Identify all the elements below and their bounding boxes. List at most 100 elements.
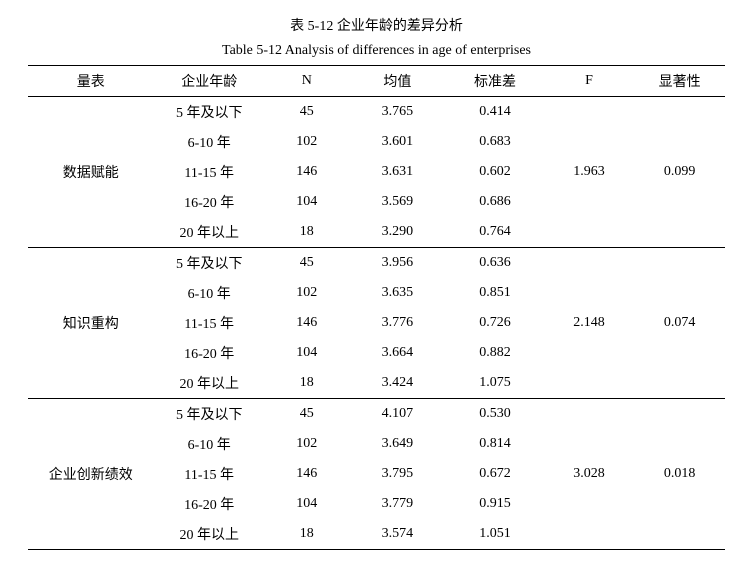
cell-empty (28, 217, 153, 248)
header-scale: 量表 (28, 65, 153, 96)
header-sig: 显著性 (634, 65, 725, 96)
cell-empty (634, 278, 725, 308)
cell-empty (634, 398, 725, 429)
header-f: F (544, 65, 635, 96)
table-row: 数据赋能11-15 年1463.6310.6021.9630.099 (28, 157, 725, 187)
cell-mean: 3.631 (349, 157, 447, 187)
cell-empty (634, 217, 725, 248)
cell-sd: 0.530 (446, 398, 544, 429)
cell-age: 6-10 年 (153, 429, 265, 459)
cell-scale: 企业创新绩效 (28, 459, 153, 489)
table-row: 6-10 年1023.6010.683 (28, 127, 725, 157)
cell-age: 5 年及以下 (153, 398, 265, 429)
table-row: 16-20 年1043.6640.882 (28, 338, 725, 368)
cell-n: 102 (265, 127, 349, 157)
cell-sd: 0.686 (446, 187, 544, 217)
table-row: 5 年及以下454.1070.530 (28, 398, 725, 429)
cell-n: 18 (265, 519, 349, 550)
cell-empty (634, 187, 725, 217)
cell-empty (634, 519, 725, 550)
cell-empty (634, 338, 725, 368)
cell-sd: 0.414 (446, 96, 544, 127)
cell-f: 2.148 (544, 308, 635, 338)
cell-n: 45 (265, 96, 349, 127)
table-row: 20 年以上183.2900.764 (28, 217, 725, 248)
cell-empty (544, 247, 635, 278)
cell-sd: 0.672 (446, 459, 544, 489)
cell-age: 20 年以上 (153, 368, 265, 399)
cell-age: 6-10 年 (153, 278, 265, 308)
header-mean: 均值 (349, 65, 447, 96)
cell-sd: 0.764 (446, 217, 544, 248)
table-row: 知识重构11-15 年1463.7760.7262.1480.074 (28, 308, 725, 338)
cell-sig: 0.074 (634, 308, 725, 338)
cell-n: 146 (265, 308, 349, 338)
cell-age: 6-10 年 (153, 127, 265, 157)
cell-scale: 知识重构 (28, 308, 153, 338)
cell-mean: 3.424 (349, 368, 447, 399)
cell-sd: 0.726 (446, 308, 544, 338)
cell-empty (28, 368, 153, 399)
cell-empty (544, 96, 635, 127)
cell-empty (544, 429, 635, 459)
table-row: 20 年以上183.4241.075 (28, 368, 725, 399)
table-row: 5 年及以下453.7650.414 (28, 96, 725, 127)
cell-empty (634, 429, 725, 459)
table-row: 20 年以上183.5741.051 (28, 519, 725, 550)
cell-empty (544, 489, 635, 519)
anova-table: 量表 企业年龄 N 均值 标准差 F 显著性 5 年及以下453.7650.41… (28, 65, 725, 550)
table-row: 16-20 年1043.5690.686 (28, 187, 725, 217)
cell-n: 102 (265, 429, 349, 459)
cell-sd: 0.915 (446, 489, 544, 519)
cell-mean: 3.956 (349, 247, 447, 278)
cell-empty (634, 247, 725, 278)
header-age: 企业年龄 (153, 65, 265, 96)
cell-n: 45 (265, 398, 349, 429)
cell-empty (634, 489, 725, 519)
cell-n: 102 (265, 278, 349, 308)
cell-sig: 0.018 (634, 459, 725, 489)
cell-mean: 3.635 (349, 278, 447, 308)
cell-n: 146 (265, 157, 349, 187)
cell-f: 3.028 (544, 459, 635, 489)
cell-sd: 0.636 (446, 247, 544, 278)
cell-empty (28, 519, 153, 550)
cell-empty (634, 127, 725, 157)
table-row: 6-10 年1023.6350.851 (28, 278, 725, 308)
table-row: 6-10 年1023.6490.814 (28, 429, 725, 459)
cell-empty (544, 398, 635, 429)
cell-empty (544, 127, 635, 157)
cell-mean: 3.601 (349, 127, 447, 157)
cell-empty (634, 368, 725, 399)
cell-age: 5 年及以下 (153, 96, 265, 127)
cell-empty (544, 519, 635, 550)
header-n: N (265, 65, 349, 96)
cell-mean: 3.649 (349, 429, 447, 459)
cell-n: 104 (265, 187, 349, 217)
cell-mean: 4.107 (349, 398, 447, 429)
cell-sig: 0.099 (634, 157, 725, 187)
cell-n: 104 (265, 338, 349, 368)
header-sd: 标准差 (446, 65, 544, 96)
cell-mean: 3.779 (349, 489, 447, 519)
cell-empty (544, 217, 635, 248)
cell-mean: 3.765 (349, 96, 447, 127)
cell-age: 20 年以上 (153, 519, 265, 550)
cell-f: 1.963 (544, 157, 635, 187)
cell-mean: 3.664 (349, 338, 447, 368)
cell-sd: 1.075 (446, 368, 544, 399)
cell-sd: 1.051 (446, 519, 544, 550)
cell-sd: 0.814 (446, 429, 544, 459)
cell-n: 45 (265, 247, 349, 278)
cell-empty (544, 338, 635, 368)
table-caption-cn: 表 5-12 企业年龄的差异分析 (28, 16, 725, 38)
cell-n: 104 (265, 489, 349, 519)
cell-sd: 0.602 (446, 157, 544, 187)
table-header-row: 量表 企业年龄 N 均值 标准差 F 显著性 (28, 65, 725, 96)
cell-empty (28, 247, 153, 278)
cell-age: 11-15 年 (153, 308, 265, 338)
cell-empty (28, 429, 153, 459)
cell-empty (544, 278, 635, 308)
table-row: 16-20 年1043.7790.915 (28, 489, 725, 519)
cell-scale: 数据赋能 (28, 157, 153, 187)
